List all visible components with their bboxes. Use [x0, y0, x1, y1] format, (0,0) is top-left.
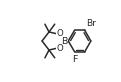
Text: O: O [56, 44, 63, 53]
Text: F: F [72, 55, 77, 64]
Text: O: O [56, 29, 63, 38]
Text: B: B [61, 36, 67, 46]
Text: Br: Br [86, 19, 96, 28]
